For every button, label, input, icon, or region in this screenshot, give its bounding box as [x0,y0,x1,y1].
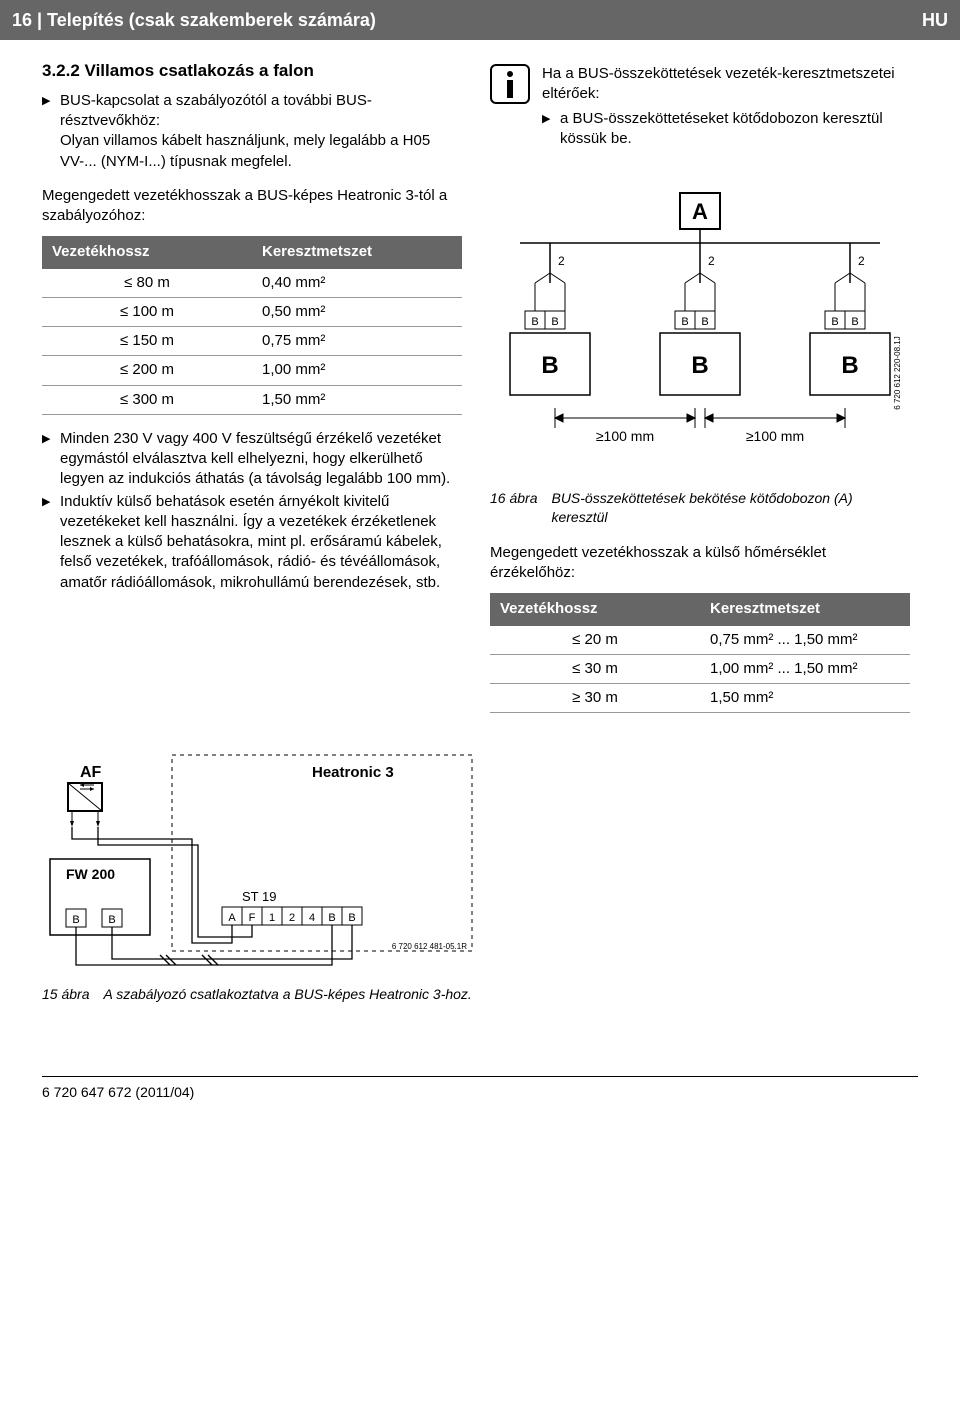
svg-text:B: B [831,316,838,328]
header-left: 16 | Telepítés (csak szakemberek számára… [12,8,376,32]
info-box: Ha a BUS-összeköttetések vezeték-kereszt… [490,60,910,167]
svg-text:1: 1 [269,912,275,924]
td: 0,75 mm² [252,327,462,355]
page-footer: 6 720 647 672 (2011/04) [42,1076,918,1122]
td: ≤ 100 m [42,298,252,326]
svg-text:B: B [541,352,558,379]
td: ≤ 20 m [490,626,700,654]
svg-text:B: B [108,914,115,926]
th: Vezetékhossz [42,236,252,268]
svg-text:ST 19: ST 19 [242,889,276,904]
fig15-container: Heatronic 3 AF FW 200 B B ST 19 [42,749,918,1004]
td: 0,40 mm² [252,269,462,297]
fig15-diagram: Heatronic 3 AF FW 200 B B ST 19 [42,749,482,979]
svg-text:4: 4 [309,912,315,924]
svg-text:6 720 612 481-05.1R: 6 720 612 481-05.1R [392,942,467,951]
th: Vezetékhossz [490,593,700,625]
info-icon [490,64,530,104]
table-2: Vezetékhossz Keresztmetszet ≤ 20 m0,75 m… [490,593,910,713]
td: ≥ 30 m [490,684,700,712]
svg-text:B: B [851,316,858,328]
section-heading: 3.2.2 Villamos csatlakozás a falon [42,60,462,83]
svg-text:2: 2 [289,912,295,924]
list-item: Minden 230 V vagy 400 V feszültségű érzé… [42,429,462,490]
svg-text:2: 2 [708,254,715,268]
table-1: Vezetékhossz Keresztmetszet ≤ 80 m0,40 m… [42,236,462,415]
svg-text:≥100 mm: ≥100 mm [596,428,654,444]
list-item: a BUS-összeköttetéseket kötődobozon kere… [542,109,910,150]
fig15-caption: 15 ábra A szabályozó csatlakoztatva a BU… [42,985,918,1004]
svg-text:B: B [681,316,688,328]
svg-text:≥100 mm: ≥100 mm [746,428,804,444]
paragraph: Megengedett vezetékhosszak a BUS-képes H… [42,186,462,227]
fig16-diagram: A 2 B B B [490,183,910,483]
svg-text:F: F [249,912,256,924]
th: Keresztmetszet [700,593,910,625]
td: 1,00 mm² [252,356,462,384]
svg-text:B: B [701,316,708,328]
td: ≤ 300 m [42,386,252,414]
page-header: 16 | Telepítés (csak szakemberek számára… [0,0,960,40]
svg-text:B: B [348,912,355,924]
svg-text:FW 200: FW 200 [66,866,115,882]
td: 0,75 mm² ... 1,50 mm² [700,626,910,654]
svg-text:A: A [228,912,236,924]
td: ≤ 200 m [42,356,252,384]
th: Keresztmetszet [252,236,462,268]
svg-text:B: B [531,316,538,328]
list-item: Induktív külső behatások esetén árnyékol… [42,492,462,593]
td: 0,50 mm² [252,298,462,326]
right-column: Ha a BUS-összeköttetések vezeték-kereszt… [490,60,910,727]
svg-text:B: B [691,352,708,379]
fig16-caption: 16 ábra BUS-összeköttetések bekötése köt… [490,489,910,527]
td: 1,50 mm² [700,684,910,712]
left-column: 3.2.2 Villamos csatlakozás a falon BUS-k… [42,60,462,727]
td: ≤ 150 m [42,327,252,355]
paragraph: Megengedett vezetékhosszak a külső hőmér… [490,543,910,584]
td: 1,50 mm² [252,386,462,414]
header-right: HU [922,8,948,32]
svg-text:B: B [328,912,335,924]
svg-text:AF: AF [80,764,102,781]
svg-text:A: A [692,199,708,224]
list-item: BUS-kapcsolat a szabályozótól a további … [42,91,462,172]
svg-text:B: B [72,914,79,926]
svg-text:Heatronic 3: Heatronic 3 [312,764,394,781]
svg-text:B: B [841,352,858,379]
td: ≤ 30 m [490,655,700,683]
svg-text:2: 2 [558,254,565,268]
td: 1,00 mm² ... 1,50 mm² [700,655,910,683]
td: ≤ 80 m [42,269,252,297]
svg-text:B: B [551,316,558,328]
svg-text:6 720 612 220-08.1J: 6 720 612 220-08.1J [893,336,902,409]
svg-text:2: 2 [858,254,865,268]
